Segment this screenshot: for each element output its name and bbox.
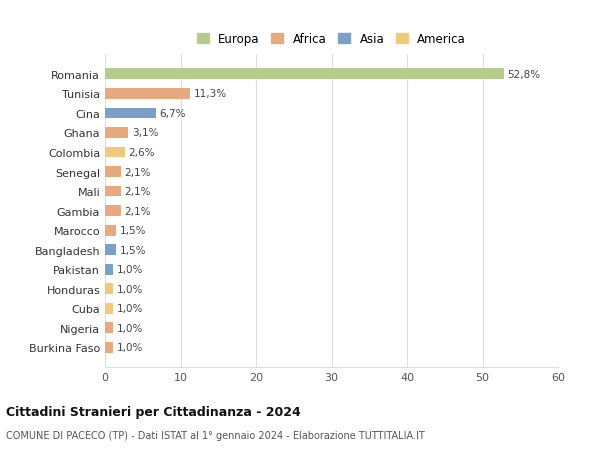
- Text: Cittadini Stranieri per Cittadinanza - 2024: Cittadini Stranieri per Cittadinanza - 2…: [6, 405, 301, 419]
- Text: 1,0%: 1,0%: [116, 265, 143, 274]
- Text: 1,0%: 1,0%: [116, 284, 143, 294]
- Text: 6,7%: 6,7%: [160, 109, 186, 118]
- Text: 2,1%: 2,1%: [125, 187, 151, 196]
- Bar: [105, 225, 116, 236]
- Bar: [105, 108, 155, 119]
- Bar: [105, 89, 190, 100]
- Text: 52,8%: 52,8%: [508, 70, 541, 79]
- Text: 1,0%: 1,0%: [116, 304, 143, 313]
- Bar: [105, 303, 113, 314]
- Bar: [105, 323, 113, 334]
- Text: 1,5%: 1,5%: [120, 226, 146, 235]
- Text: 2,1%: 2,1%: [125, 206, 151, 216]
- Bar: [105, 128, 128, 139]
- Bar: [105, 69, 503, 80]
- Legend: Europa, Africa, Asia, America: Europa, Africa, Asia, America: [197, 33, 466, 46]
- Text: COMUNE DI PACECO (TP) - Dati ISTAT al 1° gennaio 2024 - Elaborazione TUTTITALIA.: COMUNE DI PACECO (TP) - Dati ISTAT al 1°…: [6, 431, 425, 440]
- Text: 11,3%: 11,3%: [194, 89, 227, 99]
- Bar: [105, 206, 121, 217]
- Bar: [105, 342, 113, 353]
- Text: 1,0%: 1,0%: [116, 323, 143, 333]
- Bar: [105, 245, 116, 256]
- Bar: [105, 147, 125, 158]
- Text: 2,1%: 2,1%: [125, 167, 151, 177]
- Text: 3,1%: 3,1%: [132, 128, 158, 138]
- Bar: [105, 284, 113, 295]
- Bar: [105, 186, 121, 197]
- Text: 1,5%: 1,5%: [120, 245, 146, 255]
- Bar: [105, 167, 121, 178]
- Bar: [105, 264, 113, 275]
- Text: 1,0%: 1,0%: [116, 343, 143, 353]
- Text: 2,6%: 2,6%: [128, 148, 155, 157]
